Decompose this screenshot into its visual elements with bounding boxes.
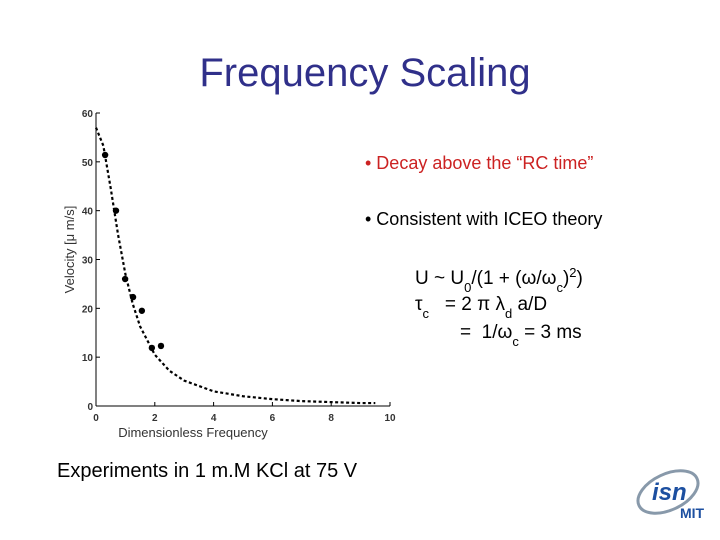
equation: = 1/ωc = 3 ms [460, 322, 582, 349]
equation-sup: 2 [569, 265, 576, 280]
logo-swoosh [636, 469, 700, 515]
caption: Experiments in 1 m.M KCl at 75 V [57, 460, 358, 482]
equation-sub: d [505, 306, 512, 321]
y-tick-label: 40 [82, 207, 94, 218]
equation-text: = 3 ms [519, 322, 582, 343]
data-point [138, 307, 146, 314]
logo-text: MIT [680, 505, 705, 521]
y-tick-label: 60 [82, 109, 94, 120]
y-axis-label: Velocity [μ m/s] [62, 206, 77, 294]
equation-text: = 2 π λ [429, 294, 505, 315]
fit-curve [94, 127, 376, 405]
equation-text: τ [415, 294, 423, 315]
equation-text: a/D [512, 294, 547, 315]
equation-sub: c [556, 280, 563, 295]
bullet: • Consistent with ICEO theory [365, 209, 602, 229]
x-tick-label: 4 [211, 413, 217, 424]
equation-text: = 1/ω [460, 322, 512, 343]
equation-sub: c [423, 306, 430, 321]
x-tick-label: 10 [384, 413, 396, 424]
y-tick-label: 20 [82, 304, 94, 315]
y-tick-label: 30 [82, 256, 94, 267]
y-tick-label: 10 [82, 353, 94, 364]
x-axis-label: Dimensionless Frequency [118, 425, 268, 440]
equation-text: /(1 + (ω/ω [471, 268, 556, 289]
x-tick-label: 0 [93, 413, 99, 424]
equation-text: ) [577, 268, 583, 289]
equation: τc = 2 π λd a/D [415, 294, 547, 321]
y-tick-label: 50 [82, 158, 94, 169]
equation-sub: c [512, 334, 519, 349]
logo-text: isn [652, 479, 687, 506]
equation-text: U ~ U [415, 268, 464, 289]
logo: isn MIT [636, 469, 705, 521]
equation: U ~ U0/(1 + (ω/ωc)2) [415, 265, 583, 295]
x-tick-label: 8 [328, 413, 334, 424]
y-tick-label: 0 [87, 402, 93, 413]
equation-sub: 0 [464, 280, 471, 295]
x-tick-label: 6 [270, 413, 276, 424]
equation-text: ) [563, 268, 569, 289]
data-point [157, 342, 165, 350]
x-tick-label: 2 [152, 413, 158, 424]
bullet: • Decay above the “RC time” [365, 153, 593, 173]
slide-title: Frequency Scaling [199, 51, 530, 95]
